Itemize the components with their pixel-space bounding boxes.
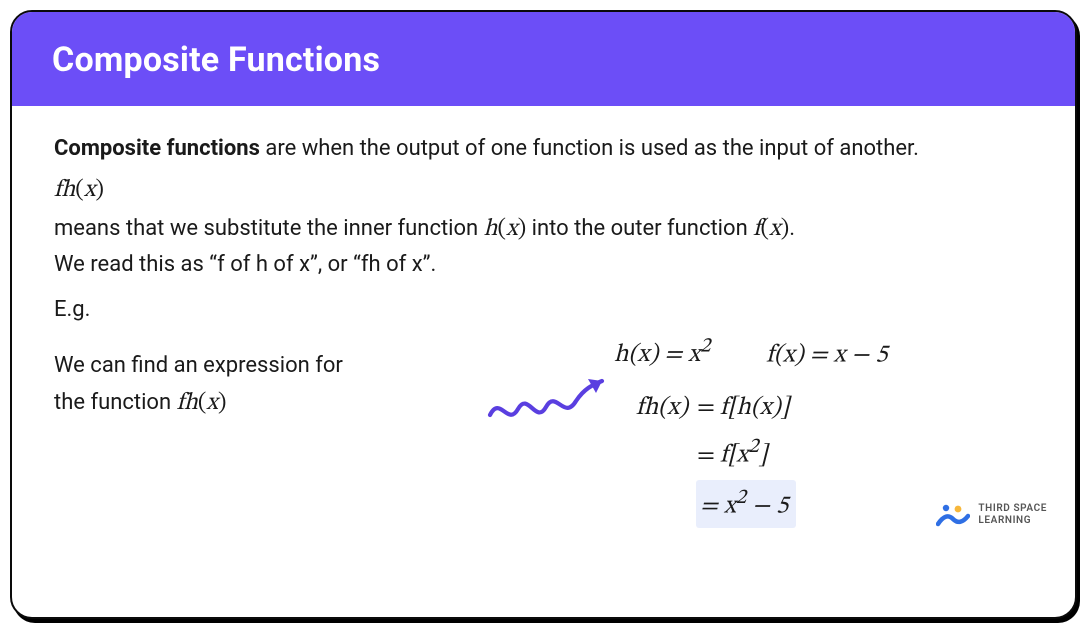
squiggle-arrow [484, 331, 614, 442]
left-line2: the function fh(x) [54, 385, 484, 422]
explain-mid: into the outer function [532, 216, 754, 241]
definitions: h(x) = x2 f(x) = x − 5 [614, 331, 1033, 375]
example-row: We can find an expression for the functi… [54, 331, 1033, 532]
fx-inline: f(x) [753, 217, 789, 241]
logo-icon [936, 502, 970, 528]
eg-label: E.g. [54, 293, 1033, 327]
read-as: We read this as “f of h of x”, or “fh of… [54, 248, 1033, 282]
fhx-expression: fh(x) [54, 172, 1033, 209]
card-title: Composite Functions [52, 40, 1035, 80]
explain-pre: means that we substitute the inner funct… [54, 216, 484, 241]
intro-bold: Composite functions [54, 136, 260, 161]
explain-line: means that we substitute the inner funct… [54, 211, 1033, 248]
example-left: We can find an expression for the functi… [54, 331, 484, 422]
step-1: fh(x) = f[h(x)] [614, 389, 1033, 428]
step-2: = f[x2] [614, 431, 1033, 475]
brand-line1: THIRD SPACE [978, 503, 1047, 515]
left-line1: We can find an expression for [54, 349, 484, 383]
brand-logo: THIRD SPACE LEARNING [936, 502, 1047, 528]
final-answer: = x2 − 5 [696, 480, 796, 528]
intro-rest: are when the output of one function is u… [260, 136, 919, 161]
def-hx: h(x) = x2 [614, 342, 710, 367]
logo-text: THIRD SPACE LEARNING [978, 503, 1047, 526]
arrow-icon [484, 371, 614, 431]
hx-inline: h(x) [484, 217, 527, 241]
card-content: Composite functions are when the output … [12, 106, 1075, 552]
explain-post: . [789, 216, 795, 241]
left-fhx: fh(x) [177, 391, 227, 415]
lesson-card: Composite Functions Composite functions … [10, 10, 1077, 619]
def-fx: f(x) = x − 5 [766, 342, 888, 367]
brand-line2: LEARNING [978, 515, 1047, 527]
intro-text: Composite functions are when the output … [54, 132, 1033, 166]
left-line2-pre: the function [54, 390, 177, 415]
card-header: Composite Functions [12, 12, 1075, 106]
